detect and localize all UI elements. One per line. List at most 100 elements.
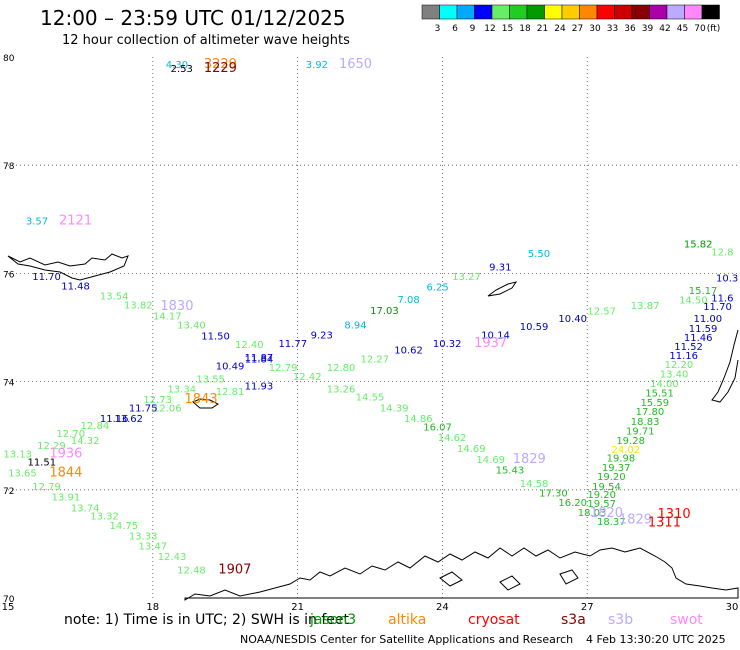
wave-height-label: 11.87 (245, 353, 274, 364)
wave-height-label: 19.98 (607, 454, 636, 465)
pass-time-label: 1843 (185, 392, 218, 407)
wave-height-label: 11.50 (201, 331, 230, 342)
pass-time-label: 1830 (160, 299, 193, 314)
wave-height-label: 14.62 (438, 433, 467, 444)
wave-height-label: 13.54 (100, 291, 129, 302)
wave-height-label: 17.80 (636, 407, 665, 418)
legend-swatch (666, 4, 685, 20)
wave-height-label: 11.16 (100, 414, 129, 425)
pass-time-label: 1829 (619, 512, 652, 527)
legend-label: 9 (470, 24, 476, 34)
bear-island-coast (192, 398, 219, 409)
wave-height-label: 12.29 (37, 441, 66, 452)
wave-height-label: 12.8 (711, 248, 733, 259)
wave-height-label: 15.17 (689, 286, 718, 297)
pass-time-label: 1844 (49, 465, 82, 480)
footer-note: note: 1) Time is in UTC; 2) SWH is in fe… (64, 612, 350, 628)
footer-timestamp: 4 Feb 13:30:20 UTC 2025 (586, 633, 726, 646)
wave-height-label: 11.70 (703, 302, 732, 313)
wave-height-label: 17.30 (539, 488, 568, 499)
wave-height-label: 7.08 (397, 295, 419, 306)
pass-time-label: 1820 (590, 506, 623, 521)
wave-height-label: 13.82 (124, 301, 153, 312)
norway-coast (184, 547, 739, 601)
wave-height-label: 13.87 (631, 301, 660, 312)
wave-height-label: 14.75 (110, 521, 139, 532)
legend-label: 18 (519, 24, 531, 34)
hopen-coast (487, 281, 518, 297)
lat-tick-label: 78 (3, 162, 15, 172)
wave-height-label: 15.51 (645, 389, 674, 400)
wave-height-label: 18.83 (631, 417, 660, 428)
wave-height-label: 19.71 (626, 427, 655, 438)
legend-label: 45 (677, 24, 688, 34)
wave-height-label: 19.28 (616, 436, 645, 447)
wave-height-label: 15.59 (640, 398, 669, 409)
lon-tick-label: 18 (146, 602, 159, 613)
pass-time-label: 1907 (218, 563, 251, 578)
legend-label: 24 (554, 24, 566, 34)
wave-height-label: 11.84 (245, 355, 274, 366)
wave-height-label: 19.57 (587, 499, 616, 510)
novaya-zemlya-coast (711, 329, 739, 403)
wave-height-label: 9.23 (311, 330, 333, 341)
wave-height-label: 3.92 (306, 60, 328, 71)
wave-height-label: 6.25 (426, 283, 448, 294)
wave-height-label: 11.51 (27, 457, 56, 468)
wave-height-label: 13.65 (8, 468, 37, 479)
legend-label: 30 (589, 24, 601, 34)
svalbard-coast (7, 253, 129, 281)
wave-height-label: 11.48 (61, 282, 90, 293)
color-legend: 3 6 9 12 15 18 21 24 27 30 33 36 39 42 45 70 (ft) (421, 4, 721, 34)
wave-height-label: 14.86 (404, 414, 433, 425)
legend-swatch (596, 4, 615, 20)
wave-height-label: 13.74 (71, 503, 100, 514)
legend-swatch (439, 4, 458, 20)
wave-height-label: 10.62 (394, 345, 423, 356)
wave-height-label: 13.33 (129, 532, 158, 543)
wave-height-label: 12.42 (293, 372, 322, 383)
legend-unit: (ft) (707, 24, 721, 34)
wave-height-label: 5.50 (528, 249, 550, 260)
wave-height-label: 11.46 (684, 333, 713, 344)
satellite-swot: swot (670, 612, 703, 628)
legend-swatch (474, 4, 493, 20)
wave-height-label: 12.06 (153, 403, 182, 414)
wave-height-label: 14.39 (380, 403, 409, 414)
legend-swatch (509, 4, 528, 20)
legend-label: 3 (435, 24, 441, 34)
wave-height-label: 15.82 (684, 239, 713, 250)
lon-tick-label: 24 (436, 602, 449, 613)
legend-label: 21 (537, 24, 548, 34)
page-subtitle: 12 hour collection of altimeter wave hei… (62, 33, 350, 48)
satellite-cryosat: cryosat (468, 612, 520, 628)
wave-height-label: 14.69 (457, 444, 486, 455)
lat-tick-label: 76 (3, 270, 15, 280)
pass-time-label: 1311 (648, 516, 681, 531)
wave-height-label: 14.00 (650, 379, 679, 390)
lat-tick-label: 80 (3, 54, 15, 64)
pass-time-label: 1936 (49, 446, 82, 461)
wave-height-label: 24.02 (611, 445, 640, 456)
wave-height-label: 13.34 (167, 384, 196, 395)
wave-height-label: 11.75 (129, 403, 158, 414)
wave-height-label: 10.3 (716, 274, 738, 285)
pass-time-label: 1650 (339, 57, 372, 72)
wave-height-label: 11.70 (32, 272, 61, 283)
wave-height-label: 13.32 (90, 512, 119, 523)
satellite-jason3: jason3 (310, 612, 357, 628)
legend-label: 27 (572, 24, 583, 34)
satellite-s3a: s3a (561, 612, 586, 628)
legend-swatch (491, 4, 510, 20)
legend-label: 15 (502, 24, 513, 34)
wave-height-label: 19.37 (602, 463, 631, 474)
wave-height-label: 13.26 (327, 384, 356, 395)
legend-swatch (614, 4, 633, 20)
wave-height-label: 12.48 (177, 566, 206, 577)
wave-height-label: 16.07 (423, 422, 452, 433)
wave-height-label: 13.40 (660, 369, 689, 380)
legend-label: 33 (607, 24, 618, 34)
legend-swatch (701, 4, 720, 20)
wave-height-label: 11.00 (694, 314, 723, 325)
